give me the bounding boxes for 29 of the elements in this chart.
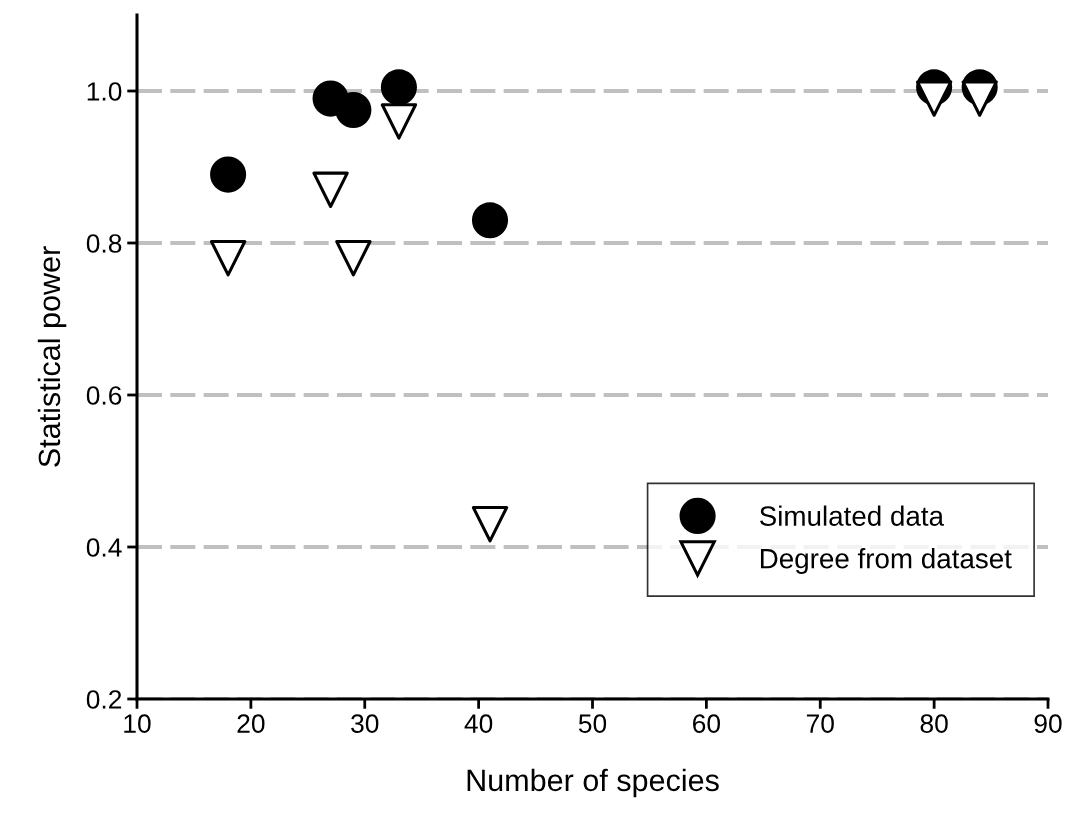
x-tick-label: 40 [464, 714, 493, 733]
legend-label: Simulated data [759, 505, 944, 526]
y-axis-title: Statistical power [37, 246, 67, 467]
point [335, 240, 372, 277]
point [335, 91, 372, 129]
point [471, 506, 509, 543]
y-tick-label: 0.6 [86, 386, 122, 405]
point [471, 202, 509, 239]
y-tick-label: 0.4 [86, 538, 122, 557]
x-tick-label: 10 [124, 714, 151, 733]
point [312, 171, 349, 208]
y-tick-label: 0.2 [86, 690, 122, 709]
point [961, 80, 998, 117]
x-tick-label: 80 [920, 714, 948, 733]
x-tick-label: 90 [1034, 714, 1062, 733]
point [915, 80, 953, 117]
y-tick-label: 0.8 [86, 234, 122, 253]
point [210, 156, 247, 193]
point [380, 103, 418, 140]
x-tick-label: 60 [693, 714, 721, 733]
x-tick-label: 70 [806, 714, 834, 733]
point [209, 240, 247, 277]
x-axis-title: Number of species [467, 768, 719, 798]
x-tick-label: 50 [578, 714, 607, 733]
y-tick-label: 1.0 [87, 82, 122, 101]
legend-label: Degree from dataset [760, 548, 1012, 574]
x-tick-label: 30 [351, 714, 379, 733]
point [380, 69, 417, 106]
x-tick-label: 20 [237, 714, 265, 733]
